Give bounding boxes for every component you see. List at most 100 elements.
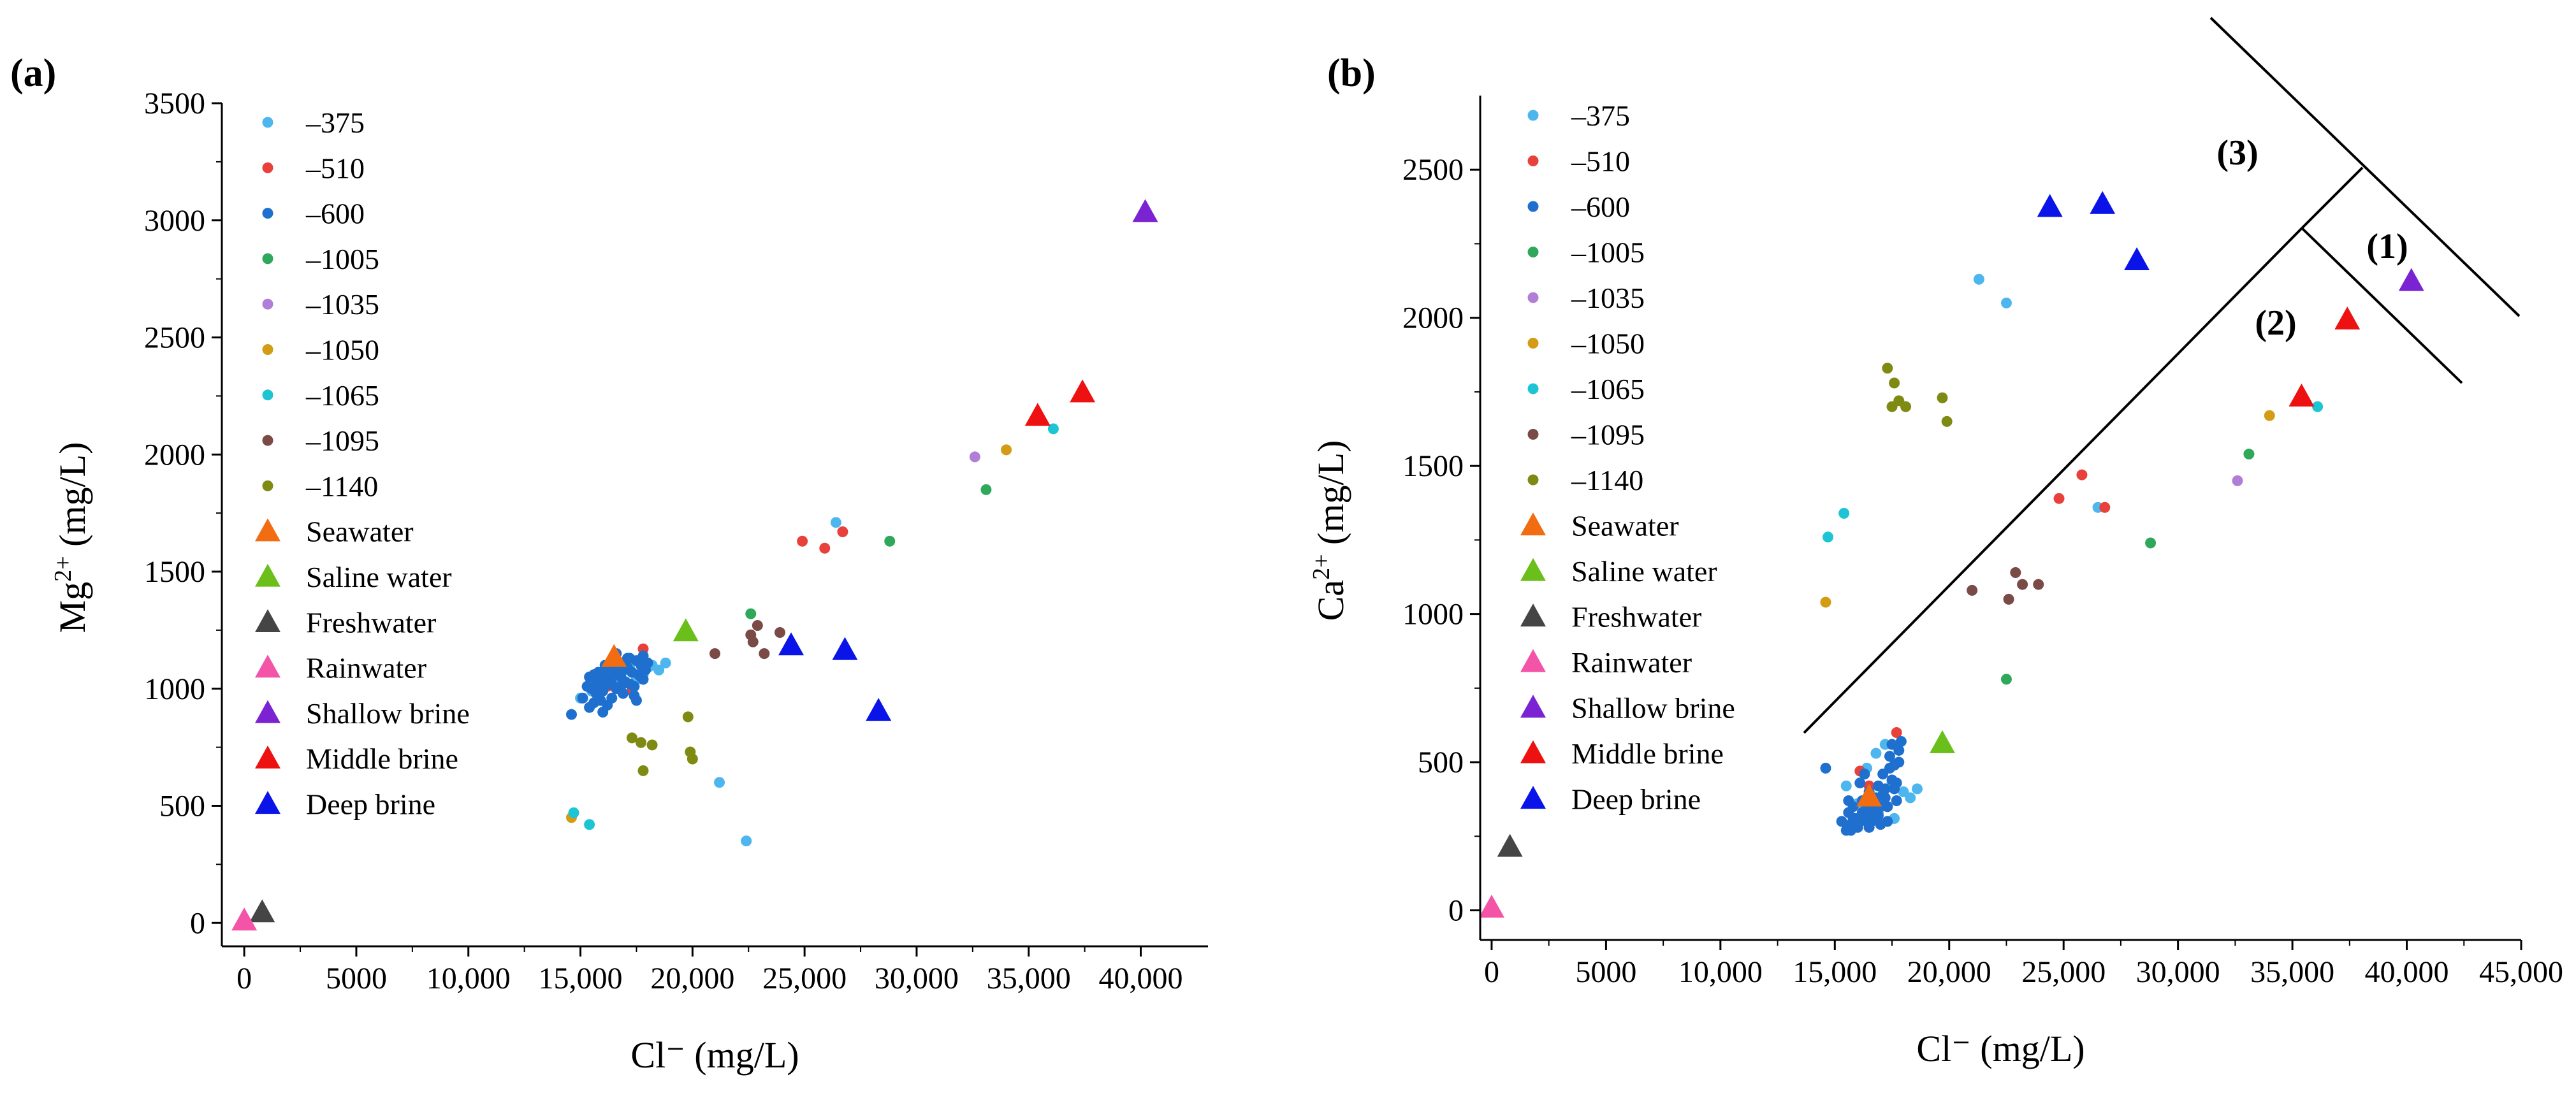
b-legend-label-freshwater: Freshwater xyxy=(1571,601,1701,633)
b-point-minus-600 xyxy=(1895,736,1907,748)
a-point-minus-600 xyxy=(624,678,636,690)
a-legend-marker-freshwater xyxy=(255,609,280,632)
a-point-minus-600 xyxy=(584,702,595,713)
a-point-minus-600 xyxy=(593,674,604,685)
a-legend-label-rainwater: Rainwater xyxy=(306,652,426,684)
a-x-tick-label: 20,000 xyxy=(650,962,734,995)
a-legend-label-deep-brine: Deep brine xyxy=(306,788,435,821)
b-zone-label: (3) xyxy=(2216,133,2258,173)
a-point-minus-600 xyxy=(622,653,633,664)
a-x-axis-title: Cl⁻ (mg/L) xyxy=(630,1034,799,1076)
b-legend-label-minus-1095: –1095 xyxy=(1571,419,1645,451)
b-point-minus-600 xyxy=(1852,819,1863,830)
a-legend-label-freshwater: Freshwater xyxy=(306,606,436,639)
a-legend-label-minus-1050: –1050 xyxy=(305,334,379,366)
b-point-minus-600 xyxy=(1884,762,1895,774)
b-legend-label-minus-1065: –1065 xyxy=(1571,373,1645,405)
a-y-tick-label: 2000 xyxy=(144,438,205,472)
b-point-minus-600 xyxy=(1893,744,1905,756)
a-triangle-freshwater xyxy=(249,899,275,923)
b-y-tick-label: 0 xyxy=(1448,894,1464,928)
b-legend-label-minus-1140: –1140 xyxy=(1571,464,1643,496)
b-legend-marker-rainwater xyxy=(1520,649,1546,672)
b-y-tick-label: 2500 xyxy=(1402,153,1464,187)
a-legend-label-saline-water: Saline water xyxy=(306,561,452,593)
a-legend-marker-rainwater xyxy=(255,654,280,678)
a-legend-label-shallow-brine: Shallow brine xyxy=(306,697,470,730)
a-y-tick-label: 2500 xyxy=(144,321,205,355)
b-point-minus-1140 xyxy=(1941,415,1953,427)
a-point-minus-1005 xyxy=(745,608,757,619)
b-legend-marker-minus-1035 xyxy=(1527,292,1539,303)
a-y-tick-label: 500 xyxy=(159,790,205,823)
b-x-tick-label: 25,000 xyxy=(2021,955,2106,989)
b-legend-label-minus-1005: –1005 xyxy=(1571,236,1645,269)
b-point-minus-600 xyxy=(1891,795,1902,806)
b-point-minus-600 xyxy=(1889,783,1900,795)
b-point-minus-1065 xyxy=(1823,531,1834,543)
a-x-tick-label: 15,000 xyxy=(539,962,623,995)
b-point-minus-510 xyxy=(2076,469,2088,480)
b-y-axis-title: Ca2+ (mg/L) xyxy=(1308,440,1351,621)
b-point-minus-510 xyxy=(1891,727,1902,739)
a-point-minus-375 xyxy=(741,835,752,847)
b-triangle-middle-brine xyxy=(2289,383,2315,407)
a-triangle-saline-water xyxy=(673,618,699,642)
a-point-minus-375 xyxy=(660,657,671,668)
b-legend-label-shallow-brine: Shallow brine xyxy=(1571,692,1735,725)
a-triangle-middle-brine xyxy=(1070,379,1096,403)
b-point-minus-600 xyxy=(1882,801,1893,813)
b-zone-boundary-line xyxy=(2301,227,2463,384)
a-point-minus-1095 xyxy=(747,636,759,647)
b-point-minus-600 xyxy=(1820,762,1831,774)
b-x-tick-label: 45,000 xyxy=(2479,955,2563,989)
b-legend-marker-minus-600 xyxy=(1527,201,1539,212)
b-triangle-middle-brine xyxy=(2334,307,2361,330)
b-x-axis-title: Cl⁻ (mg/L) xyxy=(1916,1028,2085,1069)
b-point-minus-1095 xyxy=(2033,579,2044,590)
b-legend-marker-minus-510 xyxy=(1527,155,1539,166)
b-zone-boundary-line xyxy=(2209,17,2521,317)
a-point-minus-1005 xyxy=(884,535,896,547)
b-legend-marker-minus-1050 xyxy=(1527,338,1539,349)
b-x-tick-label: 40,000 xyxy=(2365,955,2449,989)
b-point-minus-1035 xyxy=(2232,475,2243,486)
a-point-minus-1065 xyxy=(584,819,595,830)
a-point-minus-1095 xyxy=(752,620,763,632)
a-point-minus-1140 xyxy=(687,753,698,765)
a-point-minus-600 xyxy=(606,678,618,690)
a-x-tick-label: 0 xyxy=(236,962,252,995)
a-point-minus-1095 xyxy=(774,627,785,639)
a-legend-marker-minus-375 xyxy=(262,117,273,128)
a-x-tick-label: 5000 xyxy=(326,962,387,995)
b-legend-label-minus-510: –510 xyxy=(1571,145,1630,178)
b-legend-label-rainwater: Rainwater xyxy=(1571,646,1692,679)
a-point-minus-1065 xyxy=(568,807,579,819)
a-legend-marker-minus-600 xyxy=(262,208,273,219)
b-point-minus-375 xyxy=(1840,780,1852,791)
b-x-tick-label: 15,000 xyxy=(1793,955,1877,989)
b-y-tick-label: 2000 xyxy=(1402,301,1464,335)
a-legend-marker-minus-510 xyxy=(262,162,273,173)
b-triangle-deep-brine xyxy=(2090,191,2116,214)
a-point-minus-1095 xyxy=(709,648,720,660)
b-y-tick-label: 500 xyxy=(1418,746,1464,779)
a-point-minus-600 xyxy=(595,683,606,695)
b-legend-marker-minus-1005 xyxy=(1527,247,1539,257)
b-point-minus-1095 xyxy=(2017,579,2028,590)
a-legend-label-minus-1095: –1095 xyxy=(305,424,379,457)
a-legend-marker-minus-1095 xyxy=(262,435,273,446)
a-legend-label-minus-1035: –1035 xyxy=(305,288,379,321)
a-point-minus-1140 xyxy=(646,739,658,751)
a-point-minus-600 xyxy=(629,690,640,702)
b-legend-marker-minus-1140 xyxy=(1527,474,1539,486)
b-point-minus-1140 xyxy=(1882,363,1893,374)
a-triangle-deep-brine xyxy=(866,698,892,721)
b-point-minus-375 xyxy=(1870,748,1882,759)
a-legend-marker-minus-1035 xyxy=(262,298,273,310)
b-legend-label-deep-brine: Deep brine xyxy=(1571,783,1701,816)
b-y-tick-label: 1500 xyxy=(1402,449,1464,483)
b-legend-label-saline-water: Saline water xyxy=(1571,555,1717,588)
